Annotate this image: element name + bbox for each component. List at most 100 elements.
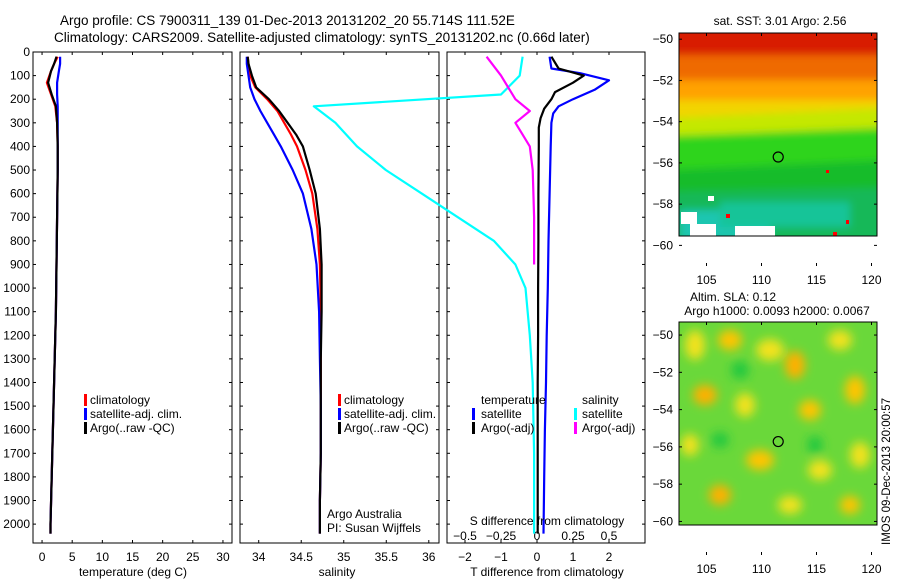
series-line-climatology bbox=[246, 56, 322, 534]
legend-swatch-satellite bbox=[338, 408, 341, 420]
y-tick-label: 900 bbox=[10, 257, 30, 271]
legend-label-argo: Argo(..raw -QC) bbox=[344, 421, 429, 435]
legend-swatch-argo bbox=[84, 422, 87, 434]
argo-position-marker bbox=[772, 151, 784, 163]
y-tick-label: −50 bbox=[653, 328, 674, 342]
y-tick-label: −56 bbox=[653, 440, 674, 454]
y-tick-label: −54 bbox=[653, 115, 674, 129]
y-tick-label: −50 bbox=[653, 32, 674, 46]
x-tick-label: 10 bbox=[96, 550, 110, 564]
side-stamp: IMOS 09-Dec-2013 20:00:57 bbox=[881, 398, 893, 545]
legend-label-t-satellite: satellite bbox=[481, 407, 522, 421]
header-line-1: Argo profile: CS 7900311_139 01-Dec-2013… bbox=[60, 13, 515, 28]
legend-swatch-climatology bbox=[84, 394, 87, 406]
y-tick-label: −60 bbox=[653, 238, 674, 252]
temperature-plot: 0100200300400500600700800900100011001200… bbox=[3, 45, 232, 564]
temperature-axes bbox=[32, 51, 233, 544]
sla-map-image bbox=[679, 322, 877, 525]
argo-position-marker bbox=[772, 435, 784, 448]
sst-map-image bbox=[679, 33, 877, 236]
series-line-temperature-satellite bbox=[542, 56, 611, 534]
x-tick-label: −1 bbox=[494, 550, 508, 564]
x-tick-label: 105 bbox=[696, 562, 716, 576]
y-tick-label: 800 bbox=[10, 234, 30, 248]
x-tick-label: 1 bbox=[570, 550, 577, 564]
y-tick-label: 1400 bbox=[3, 375, 30, 389]
legend-label-climatology: climatology bbox=[344, 393, 404, 407]
legend-swatch-climatology bbox=[338, 394, 341, 406]
legend-label-argo: Argo(..raw -QC) bbox=[90, 421, 175, 435]
y-tick-label: 500 bbox=[10, 163, 30, 177]
x-tick-label: 2 bbox=[606, 550, 613, 564]
series-line-argo-raw-qc bbox=[46, 56, 59, 534]
x-tick-label: −2 bbox=[458, 550, 472, 564]
y-tick-label: −58 bbox=[653, 197, 674, 211]
salinity-xlabel: salinity bbox=[319, 565, 356, 579]
y-tick-label: −58 bbox=[653, 477, 674, 491]
x-tick-label: 0 bbox=[39, 550, 46, 564]
x-tick-label: 120 bbox=[861, 562, 881, 576]
salinity-legend: climatology satellite-adj. clim. Argo(..… bbox=[327, 393, 436, 535]
x-tick-label: 34 bbox=[252, 550, 266, 564]
y-tick-label: 2000 bbox=[3, 517, 30, 531]
y-tick-label: −52 bbox=[653, 73, 674, 87]
y-tick-label: −54 bbox=[653, 403, 674, 417]
y-tick-label: 1100 bbox=[4, 305, 30, 319]
header-line-2: Climatology: CARS2009. Satellite-adjuste… bbox=[54, 30, 590, 45]
legend-title-temperature: temperature bbox=[481, 393, 546, 407]
sla-map-title-2: Argo h1000: 0.0093 h2000: 0.0067 bbox=[684, 304, 870, 318]
temperature-xlabel: temperature (deg C) bbox=[79, 565, 187, 579]
legend-label-s-argo: Argo(-adj) bbox=[582, 421, 635, 435]
x-tick-label: 35.5 bbox=[375, 550, 399, 564]
sst-map-axes: 105 110 115 120 −50 −52 −54 −56 −58 −60 bbox=[653, 32, 882, 287]
legend-label-t-argo: Argo(-adj) bbox=[481, 421, 534, 435]
y-tick-label: 200 bbox=[10, 92, 30, 106]
salinity-plot: 34 34.5 35 35.5 36 bbox=[240, 51, 439, 564]
y-tick-label: 1500 bbox=[3, 399, 30, 413]
y-tick-label: 600 bbox=[10, 187, 30, 201]
difference-plot: −2 −1 0 1 2 −0.5 −0.25 0 0.25 0.5 bbox=[312, 51, 645, 564]
x-tick-label: 120 bbox=[861, 273, 881, 287]
salinity-diff-tick-label: −0.25 bbox=[486, 529, 517, 543]
y-tick-label: 0 bbox=[23, 45, 30, 59]
series-line-temperature-argo-adj bbox=[536, 56, 585, 534]
difference-axes bbox=[446, 51, 646, 544]
y-tick-label: 700 bbox=[10, 210, 30, 224]
x-tick-label: 0 bbox=[534, 550, 541, 564]
difference-xlabel: T difference from climatology bbox=[470, 565, 624, 579]
x-tick-label: 15 bbox=[126, 550, 140, 564]
annotation-pi-name: PI: Susan Wijffels bbox=[327, 521, 421, 535]
sst-map-frame bbox=[678, 32, 878, 237]
legend-swatch-s-argo bbox=[574, 422, 577, 434]
legend-swatch-argo bbox=[338, 422, 341, 434]
legend-swatch-t-argo bbox=[472, 422, 475, 434]
x-tick-label: 115 bbox=[807, 562, 826, 576]
sst-map-title: sat. SST: 3.01 Argo: 2.56 bbox=[714, 14, 847, 28]
difference-legend: temperature salinity satellite Argo(-adj… bbox=[472, 393, 635, 435]
legend-label-satellite: satellite-adj. clim. bbox=[90, 407, 182, 421]
y-tick-label: 1800 bbox=[3, 470, 30, 484]
y-tick-label: 100 bbox=[10, 69, 30, 83]
series-line-salinity-satellite bbox=[312, 56, 536, 534]
y-tick-label: 1600 bbox=[3, 423, 30, 437]
salinity-diff-tick-label: −0.5 bbox=[453, 529, 477, 543]
y-tick-label: 1000 bbox=[3, 281, 30, 295]
legend-swatch-s-satellite bbox=[574, 408, 577, 420]
x-tick-label: 36 bbox=[422, 550, 436, 564]
x-tick-label: 115 bbox=[807, 273, 826, 287]
x-tick-label: 20 bbox=[156, 550, 170, 564]
y-tick-label: −60 bbox=[653, 514, 674, 528]
series-line-salinity-argo-adj bbox=[485, 56, 536, 265]
y-tick-label: 300 bbox=[10, 116, 30, 130]
y-tick-label: 1200 bbox=[3, 328, 30, 342]
y-tick-label: −52 bbox=[653, 365, 674, 379]
legend-title-salinity: salinity bbox=[582, 393, 619, 407]
salinity-diff-tick-label: 0.5 bbox=[601, 529, 618, 543]
x-tick-label: 110 bbox=[752, 562, 771, 576]
annotation-argo-australia: Argo Australia bbox=[327, 507, 402, 521]
legend-swatch-t-satellite bbox=[472, 408, 475, 420]
temperature-legend: climatology satellite-adj. clim. Argo(..… bbox=[84, 393, 182, 435]
salinity-diff-tick-label: 0 bbox=[534, 529, 541, 543]
